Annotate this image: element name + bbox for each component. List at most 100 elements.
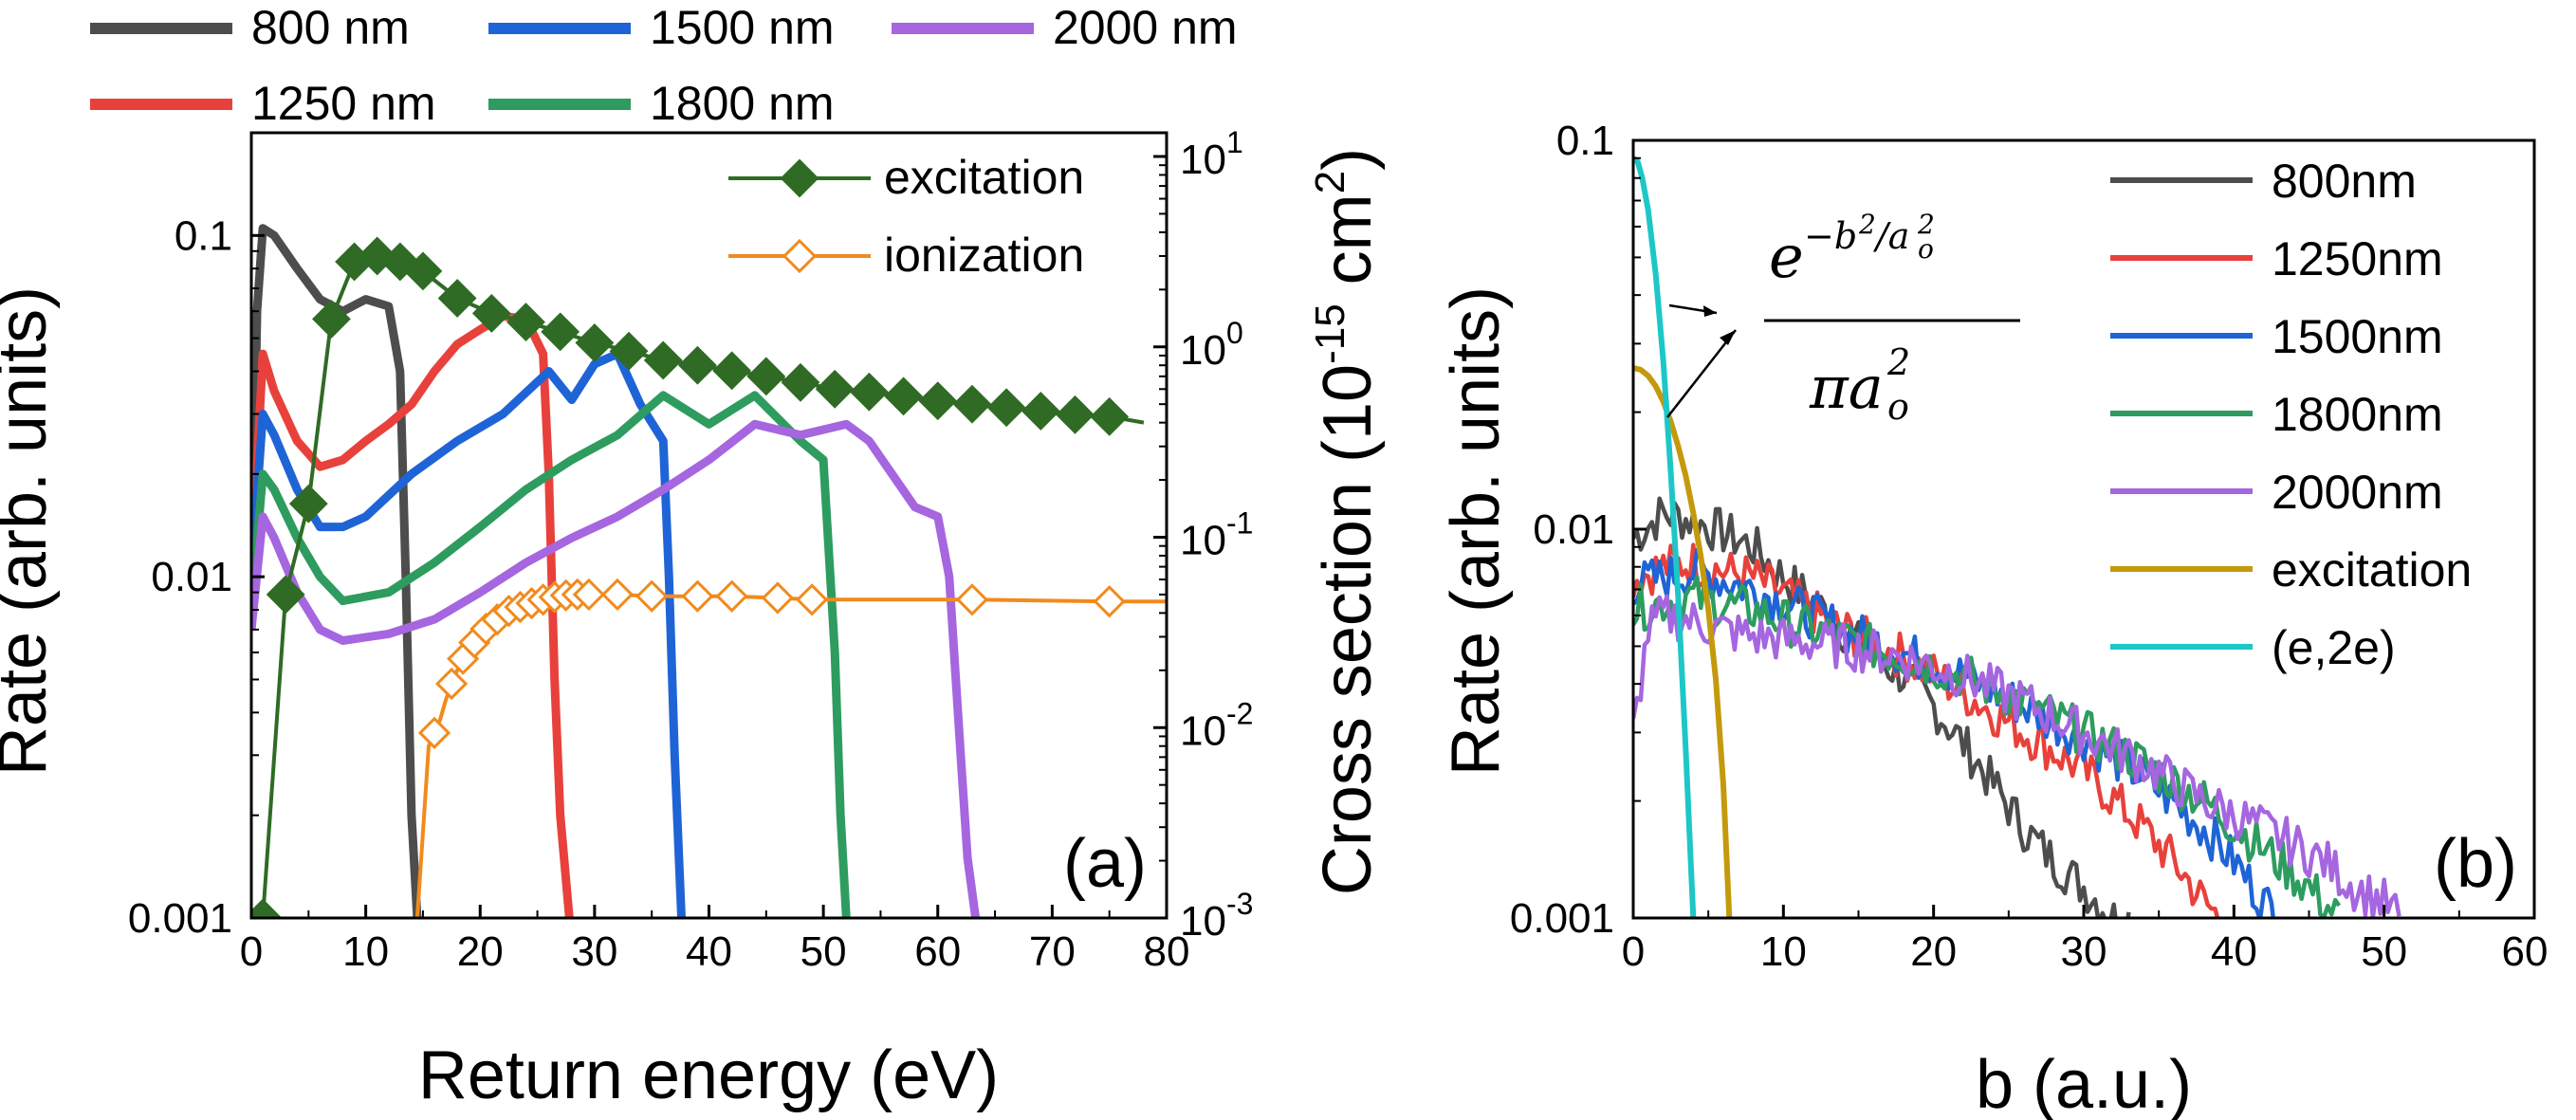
marker-excitation (746, 357, 786, 396)
marker-excitation (849, 372, 889, 412)
marker-excitation (712, 351, 752, 391)
svg-text:o: o (1918, 233, 1934, 265)
x-tick-label: 0 (240, 928, 263, 975)
marker-excitation (380, 242, 420, 282)
marker-excitation (266, 575, 305, 615)
legend-label: 800 nm (251, 1, 410, 54)
marker-ionization (795, 583, 829, 616)
marker-excitation (251, 898, 283, 918)
legend-label: excitation (2272, 543, 2472, 597)
legend-label: 1800nm (2272, 388, 2443, 441)
x-tick-label: 60 (2502, 928, 2548, 975)
y2-tick-label: 10-2 (1180, 696, 1253, 754)
marker-excitation (884, 376, 923, 416)
y2-tick-label: 10-1 (1180, 506, 1253, 564)
panel-a-cross-sections (251, 236, 1167, 918)
x-tick-label: 70 (1029, 928, 1076, 975)
svg-text:2: 2 (1917, 209, 1935, 240)
legend-label: 2000 nm (1053, 1, 1238, 54)
legend-label: excitation (884, 151, 1084, 204)
y-tick-label: 0.001 (128, 895, 232, 942)
panel-b-xlabel: b (a.u.) (1976, 1047, 2192, 1120)
y-tick-label: 0.1 (1556, 118, 1614, 164)
marker-ionization (417, 716, 451, 749)
panel-a-ticks: 0 10 20 30 40 50 60 70 80 0.001 0.01 0.1 10-3 10-2 10-… (128, 125, 1254, 975)
x-tick-label: 50 (2361, 928, 2407, 975)
panel-b-ylabel: Rate (arb. units) (1438, 286, 1514, 776)
y-tick-label: 0.001 (1510, 895, 1614, 942)
legend-label: ionization (884, 229, 1084, 282)
x-tick-label: 20 (1910, 928, 1957, 975)
panel-a-label: (a) (1063, 826, 1147, 902)
legend-label: 1250 nm (251, 77, 436, 130)
marker-ionization (635, 579, 669, 613)
series-a-1800-nm (251, 391, 851, 918)
marker-excitation (541, 312, 580, 352)
x-tick-label: 30 (2061, 928, 2107, 975)
series-a-1500-nm (251, 349, 686, 918)
arrow-to-excitation (1666, 329, 1737, 418)
marker-excitation (918, 381, 958, 421)
legend-label: 1500 nm (650, 1, 835, 54)
marker-excitation (288, 484, 328, 523)
x-tick-label: 0 (1622, 928, 1645, 975)
x-tick-label: 40 (686, 928, 732, 975)
marker-excitation (1090, 396, 1130, 436)
series-b--e-2e- (1633, 156, 1697, 918)
panel-a-ylabel: Rate (arb. units) (0, 286, 61, 776)
marker-ionization (681, 579, 714, 613)
y2-tick-label: 101 (1180, 125, 1243, 183)
panel-a-xlabel: Return energy (eV) (418, 1037, 999, 1113)
svg-text:e: e (1769, 222, 1804, 291)
panel-a-y2label: Cross section (10-15 cm2) (1307, 148, 1386, 895)
x-tick-label: 60 (914, 928, 961, 975)
marker-excitation (471, 293, 511, 333)
legend-label: 800nm (2272, 155, 2417, 208)
legend-label: 1500nm (2272, 310, 2443, 363)
x-tick-label: 10 (342, 928, 389, 975)
svg-text:2: 2 (1858, 209, 1876, 240)
marker-ionization (600, 578, 635, 612)
x-tick-label: 20 (457, 928, 504, 975)
x-tick-label: 80 (1144, 928, 1190, 975)
x-tick-label: 30 (571, 928, 617, 975)
marker-ionization (572, 578, 605, 612)
panel-a: 0 10 20 30 40 50 60 70 80 0.001 0.01 0.1 10-3 10-2 10-… (0, 1, 1386, 1113)
marker-excitation (952, 384, 992, 424)
svg-text:/a: /a (1872, 215, 1909, 257)
marker-ionization (1093, 585, 1126, 618)
y-tick-label: 0.01 (1533, 506, 1614, 553)
legend-label: 1250nm (2272, 232, 2443, 285)
panel-b: 0 10 20 30 40 50 60 0.001 0.01 0.1 b (a.u.) Rate … (1438, 118, 2548, 1120)
marker-excitation (1056, 395, 1095, 434)
formula-annotation: e −b 2 /a 2 o πa 2 o (1666, 209, 2020, 428)
marker-excitation (609, 331, 649, 371)
legend-marker (780, 158, 819, 198)
y-tick-label: 0.01 (151, 554, 232, 600)
marker-excitation (986, 388, 1026, 428)
marker-excitation (1021, 392, 1060, 431)
marker-excitation (437, 279, 477, 318)
x-tick-label: 40 (2211, 928, 2257, 975)
panel-b-ticks: 0 10 20 30 40 50 60 0.001 0.01 0.1 (1510, 118, 2548, 975)
marker-excitation (643, 340, 683, 380)
marker-excitation (678, 345, 717, 385)
x-tick-label: 50 (800, 928, 847, 975)
panel-b-series (1633, 156, 2401, 918)
legend-label: 2000nm (2272, 466, 2443, 519)
marker-excitation (358, 236, 397, 276)
svg-text:2: 2 (1886, 341, 1910, 383)
legend-marker (782, 238, 818, 274)
y-tick-label: 0.1 (175, 212, 232, 259)
y2-tick-label: 10-3 (1180, 887, 1253, 945)
marker-excitation (575, 323, 615, 362)
series-b-excitation (1633, 364, 1733, 918)
legend-label: 1800 nm (650, 77, 835, 130)
panel-b-legend: 800nm 1250nm 1500nm 1800nm 2000nm excitation (… (2110, 155, 2472, 674)
marker-excitation (403, 251, 443, 291)
series-a-2000-nm (251, 419, 981, 918)
x-tick-label: 10 (1760, 928, 1807, 975)
svg-text:−b: −b (1804, 215, 1857, 257)
panel-b-label: (b) (2434, 826, 2517, 902)
